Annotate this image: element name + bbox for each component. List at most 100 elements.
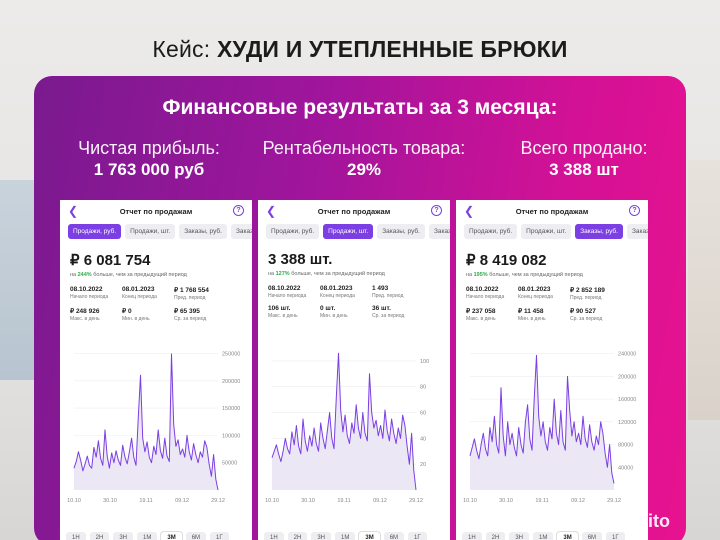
results-panel: Финансовые результаты за 3 месяца: Чиста… (34, 76, 686, 540)
x-tick-label: 10.10 (463, 498, 477, 504)
report-total: ₽ 8 419 082 (466, 252, 547, 269)
report-tab[interactable]: Заказы, руб. (179, 224, 227, 239)
period-button[interactable]: 1М (335, 532, 356, 540)
period-selector: 1Н 2Н 3Н 1М 3М 6М 1Г (66, 532, 229, 540)
x-tick-label: 10.10 (67, 498, 81, 504)
x-tick-label: 09.12 (571, 498, 585, 504)
metric-label: Ср. за период (570, 316, 603, 322)
metric-label: Конец периода (122, 294, 157, 300)
period-button[interactable]: 3Н (509, 532, 530, 540)
chart-line (73, 353, 219, 491)
metric-value: 08.10.2022 (70, 286, 103, 293)
report-metric: ₽ 237 058 Макс. в день (466, 307, 510, 322)
help-icon[interactable]: ? (431, 205, 442, 216)
report-tab[interactable]: Продажи, руб. (68, 224, 122, 239)
y-tick-label: 200000 (222, 379, 240, 385)
report-total: ₽ 6 081 754 (70, 252, 151, 269)
chart-area (272, 353, 416, 490)
report-metric: ₽ 65 395 Ср. за период (174, 307, 234, 322)
report-total: 3 388 шт. (268, 251, 333, 268)
report-title: Отчет по продажам (317, 207, 391, 216)
period-button[interactable]: 1Н (264, 532, 284, 540)
report-tab[interactable]: Продажи, руб. (464, 224, 518, 239)
x-tick-label: 09.12 (373, 498, 387, 504)
report-metric: 0 шт. Мин. в день (320, 305, 364, 319)
report-metric: 1 493 Пред. период (372, 285, 432, 299)
back-arrow-icon[interactable]: ❮ (266, 204, 277, 218)
period-button[interactable]: 6М (185, 532, 207, 540)
period-button[interactable]: 1Н (66, 532, 86, 540)
metric-value: 08.10.2022 (466, 286, 499, 293)
period-button[interactable]: 3Н (311, 532, 332, 540)
back-arrow-icon[interactable]: ❮ (464, 204, 475, 218)
period-button[interactable]: 1М (137, 532, 158, 540)
x-tick-label: 19.11 (535, 498, 548, 504)
metric-label: Ср. за период (372, 313, 405, 319)
help-icon[interactable]: ? (233, 205, 244, 216)
metric-label: Макс. в день (268, 313, 298, 319)
report-metrics: 08.10.2022 Начало периода 08.01.2023 Кон… (466, 286, 648, 322)
sales-report-card: ❮ Отчет по продажам ? Продажи, руб. Прода… (258, 200, 450, 540)
case-title-name: ХУДИ И УТЕПЛЕННЫЕ БРЮКИ (216, 36, 568, 62)
period-button[interactable]: 6М (581, 532, 603, 540)
metric-label: Начало периода (268, 293, 307, 299)
period-button[interactable]: 1Г (210, 532, 229, 540)
period-button[interactable]: 2Н (89, 532, 110, 540)
period-button[interactable]: 3М (557, 532, 578, 540)
report-metric: ₽ 90 527 Ср. за период (570, 307, 630, 322)
delta-prefix: на (268, 271, 276, 277)
metric-label: Пред. период (174, 295, 206, 301)
metric-value: ₽ 65 395 (174, 308, 200, 315)
stat-profitability: Рентабельность товара: 29% (244, 138, 484, 180)
chart-line (271, 352, 417, 491)
report-tabs: Продажи, руб. Продажи, шт. Заказы, руб. Зак… (464, 224, 648, 239)
report-tab[interactable]: Заказ (230, 224, 252, 239)
sales-chart: 240000 200000 160000 120000 80000 40000 10.10 3… (463, 352, 636, 504)
report-metric: ₽ 1 768 554 Пред. период (174, 286, 234, 301)
metric-label: Мин. в день (518, 316, 546, 322)
report-tab[interactable]: Продажи, шт. (521, 224, 572, 239)
x-tick-label: 29.12 (409, 498, 423, 504)
period-button[interactable]: 6М (383, 532, 405, 540)
report-tabs: Продажи, руб. Продажи, шт. Заказы, руб. Зак… (68, 224, 252, 239)
metric-value: 08.01.2023 (320, 285, 353, 292)
report-tab[interactable]: Продажи, руб. (266, 224, 320, 239)
chart-area (470, 355, 614, 490)
report-tab[interactable]: Заказы, руб. (575, 224, 623, 239)
delta-percent: 195% (473, 272, 488, 278)
report-delta: на 127% больше, чем за предыдущий период (268, 271, 450, 277)
report-title: Отчет по продажам (119, 207, 193, 216)
metric-value: ₽ 11 458 (518, 308, 544, 315)
report-metric: 08.10.2022 Начало периода (268, 285, 312, 299)
metric-value: ₽ 0 (122, 308, 132, 315)
metric-value: 36 шт. (372, 305, 391, 312)
y-tick-label: 160000 (618, 397, 636, 403)
metric-label: Ср. за период (174, 316, 207, 322)
period-button[interactable]: 3Н (113, 532, 134, 540)
report-tab[interactable]: Продажи, шт. (125, 224, 176, 239)
x-tick-label: 19.11 (139, 498, 152, 504)
period-button[interactable]: 1Г (606, 532, 625, 540)
report-tab[interactable]: Заказ (626, 224, 648, 239)
metric-value: 106 шт. (268, 305, 291, 312)
period-button[interactable]: 3М (161, 532, 182, 540)
period-button[interactable]: 1Г (408, 532, 427, 540)
x-tick-label: 29.12 (607, 498, 621, 504)
x-tick-label: 29.12 (211, 498, 225, 504)
metric-value: 08.01.2023 (518, 286, 551, 293)
metric-label: Макс. в день (466, 316, 496, 322)
period-button[interactable]: 2Н (485, 532, 506, 540)
period-button[interactable]: 3М (359, 532, 380, 540)
report-tab[interactable]: Продажи, шт. (323, 224, 374, 239)
period-button[interactable]: 1М (533, 532, 554, 540)
back-arrow-icon[interactable]: ❮ (68, 204, 79, 218)
period-button[interactable]: 2Н (287, 532, 308, 540)
sales-report-card: ❮ Отчет по продажам ? Продажи, руб. Прода… (456, 200, 648, 540)
metric-value: 08.01.2023 (122, 286, 155, 293)
report-tab[interactable]: Заказы, руб. (377, 224, 425, 239)
y-tick-label: 80 (420, 385, 426, 391)
report-tab[interactable]: Заказ (428, 224, 450, 239)
period-button[interactable]: 1Н (462, 532, 482, 540)
report-metric: 08.01.2023 Конец периода (320, 285, 364, 299)
help-icon[interactable]: ? (629, 205, 640, 216)
